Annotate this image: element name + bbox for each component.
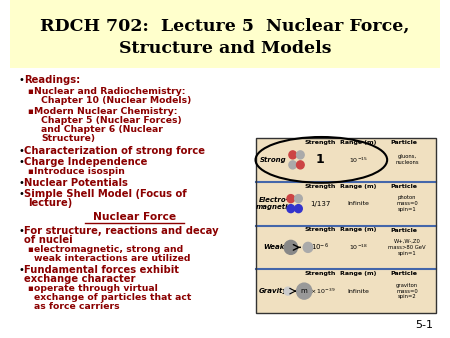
Text: electromagnetic, strong and: electromagnetic, strong and bbox=[34, 245, 184, 254]
Circle shape bbox=[297, 283, 312, 299]
Text: Particle: Particle bbox=[391, 184, 418, 189]
Text: $10^{-15}$: $10^{-15}$ bbox=[349, 155, 368, 165]
Text: RDCH 702:  Lecture 5  Nuclear Force,: RDCH 702: Lecture 5 Nuclear Force, bbox=[40, 18, 410, 35]
Text: ▪: ▪ bbox=[27, 107, 33, 116]
Text: ▪: ▪ bbox=[27, 167, 33, 176]
Text: Gravity: Gravity bbox=[259, 288, 288, 294]
Text: Simple Shell Model (Focus of: Simple Shell Model (Focus of bbox=[24, 189, 186, 199]
FancyBboxPatch shape bbox=[256, 269, 436, 313]
Text: Particle: Particle bbox=[391, 227, 418, 233]
Circle shape bbox=[303, 242, 313, 252]
Text: Range (m): Range (m) bbox=[340, 227, 377, 233]
Text: Charge Independence: Charge Independence bbox=[24, 157, 147, 167]
Text: Chapter 10 (Nuclear Models): Chapter 10 (Nuclear Models) bbox=[41, 96, 191, 105]
Text: and Chapter 6 (Nuclear: and Chapter 6 (Nuclear bbox=[41, 125, 163, 134]
Text: of nuclei: of nuclei bbox=[24, 235, 72, 245]
Text: photon
mass=0
spin=1: photon mass=0 spin=1 bbox=[396, 195, 418, 212]
Text: exchange character: exchange character bbox=[24, 274, 135, 284]
Text: Fundamental forces exhibit: Fundamental forces exhibit bbox=[24, 265, 179, 275]
Text: as force carriers: as force carriers bbox=[34, 302, 120, 311]
Text: Range (m): Range (m) bbox=[340, 271, 377, 276]
Text: Range (m): Range (m) bbox=[340, 140, 377, 145]
Text: ▪: ▪ bbox=[27, 245, 33, 254]
Circle shape bbox=[295, 195, 302, 202]
Text: Range (m): Range (m) bbox=[340, 184, 377, 189]
Text: •: • bbox=[18, 157, 24, 167]
FancyBboxPatch shape bbox=[256, 225, 436, 269]
Circle shape bbox=[295, 204, 302, 213]
Text: Nuclear Force: Nuclear Force bbox=[93, 212, 176, 222]
Text: 5-1: 5-1 bbox=[415, 320, 433, 330]
Text: •: • bbox=[18, 146, 24, 156]
Text: Particle: Particle bbox=[391, 140, 418, 145]
Text: operate through virtual: operate through virtual bbox=[34, 284, 158, 293]
Circle shape bbox=[289, 161, 297, 169]
Circle shape bbox=[297, 151, 304, 159]
Text: Infinite: Infinite bbox=[347, 201, 369, 206]
Text: Readings:: Readings: bbox=[24, 75, 80, 85]
Circle shape bbox=[284, 287, 292, 295]
Text: •: • bbox=[18, 189, 24, 199]
Circle shape bbox=[289, 151, 297, 159]
Text: Structure and Models: Structure and Models bbox=[119, 40, 331, 57]
Text: For structure, reactions and decay: For structure, reactions and decay bbox=[24, 226, 218, 236]
Text: Strength: Strength bbox=[305, 184, 336, 189]
Text: Nuclear Potentials: Nuclear Potentials bbox=[24, 178, 128, 188]
Text: W+,W-,Z0
mass>80 GeV
spin=1: W+,W-,Z0 mass>80 GeV spin=1 bbox=[388, 239, 426, 256]
Circle shape bbox=[287, 195, 295, 202]
Text: Particle: Particle bbox=[391, 271, 418, 276]
Text: Modern Nuclear Chemistry:: Modern Nuclear Chemistry: bbox=[34, 107, 178, 116]
Text: m: m bbox=[301, 288, 307, 294]
Circle shape bbox=[297, 161, 304, 169]
Text: Strength: Strength bbox=[305, 227, 336, 233]
Text: Infinite: Infinite bbox=[347, 289, 369, 294]
FancyBboxPatch shape bbox=[10, 0, 440, 68]
FancyBboxPatch shape bbox=[256, 138, 436, 182]
Text: Weak: Weak bbox=[263, 244, 284, 250]
Text: Strength: Strength bbox=[305, 271, 336, 276]
Text: Characterization of strong force: Characterization of strong force bbox=[24, 146, 205, 156]
Text: •: • bbox=[18, 226, 24, 236]
Text: graviton
mass=0
spin=2: graviton mass=0 spin=2 bbox=[396, 283, 418, 299]
Text: 1/137: 1/137 bbox=[310, 201, 331, 207]
Circle shape bbox=[287, 204, 295, 213]
Text: lecture): lecture) bbox=[28, 198, 73, 208]
Text: •: • bbox=[18, 75, 24, 85]
Text: •: • bbox=[18, 265, 24, 275]
FancyBboxPatch shape bbox=[256, 182, 436, 225]
Text: Strength: Strength bbox=[305, 140, 336, 145]
Text: Nuclear and Radiochemistry:: Nuclear and Radiochemistry: bbox=[34, 87, 186, 96]
Text: ▪: ▪ bbox=[27, 284, 33, 293]
Text: •: • bbox=[18, 178, 24, 188]
Text: gluons,
nucleons: gluons, nucleons bbox=[396, 154, 419, 165]
Text: Strong: Strong bbox=[261, 157, 287, 163]
Text: Chapter 5 (Nuclear Forces): Chapter 5 (Nuclear Forces) bbox=[41, 116, 181, 125]
Text: weak interactions are utilized: weak interactions are utilized bbox=[34, 254, 191, 263]
Text: 1: 1 bbox=[316, 153, 325, 166]
Circle shape bbox=[284, 240, 297, 255]
Text: $10^{-18}$: $10^{-18}$ bbox=[349, 243, 368, 252]
Text: Introduce isospin: Introduce isospin bbox=[34, 167, 125, 176]
Text: exchange of particles that act: exchange of particles that act bbox=[34, 293, 192, 302]
Text: Electro-
magnetic: Electro- magnetic bbox=[255, 197, 292, 210]
Text: $10^{-6}$: $10^{-6}$ bbox=[311, 242, 329, 253]
Text: Structure): Structure) bbox=[41, 134, 95, 143]
Text: $6\times10^{-39}$: $6\times10^{-39}$ bbox=[305, 287, 336, 296]
Text: ▪: ▪ bbox=[27, 87, 33, 96]
